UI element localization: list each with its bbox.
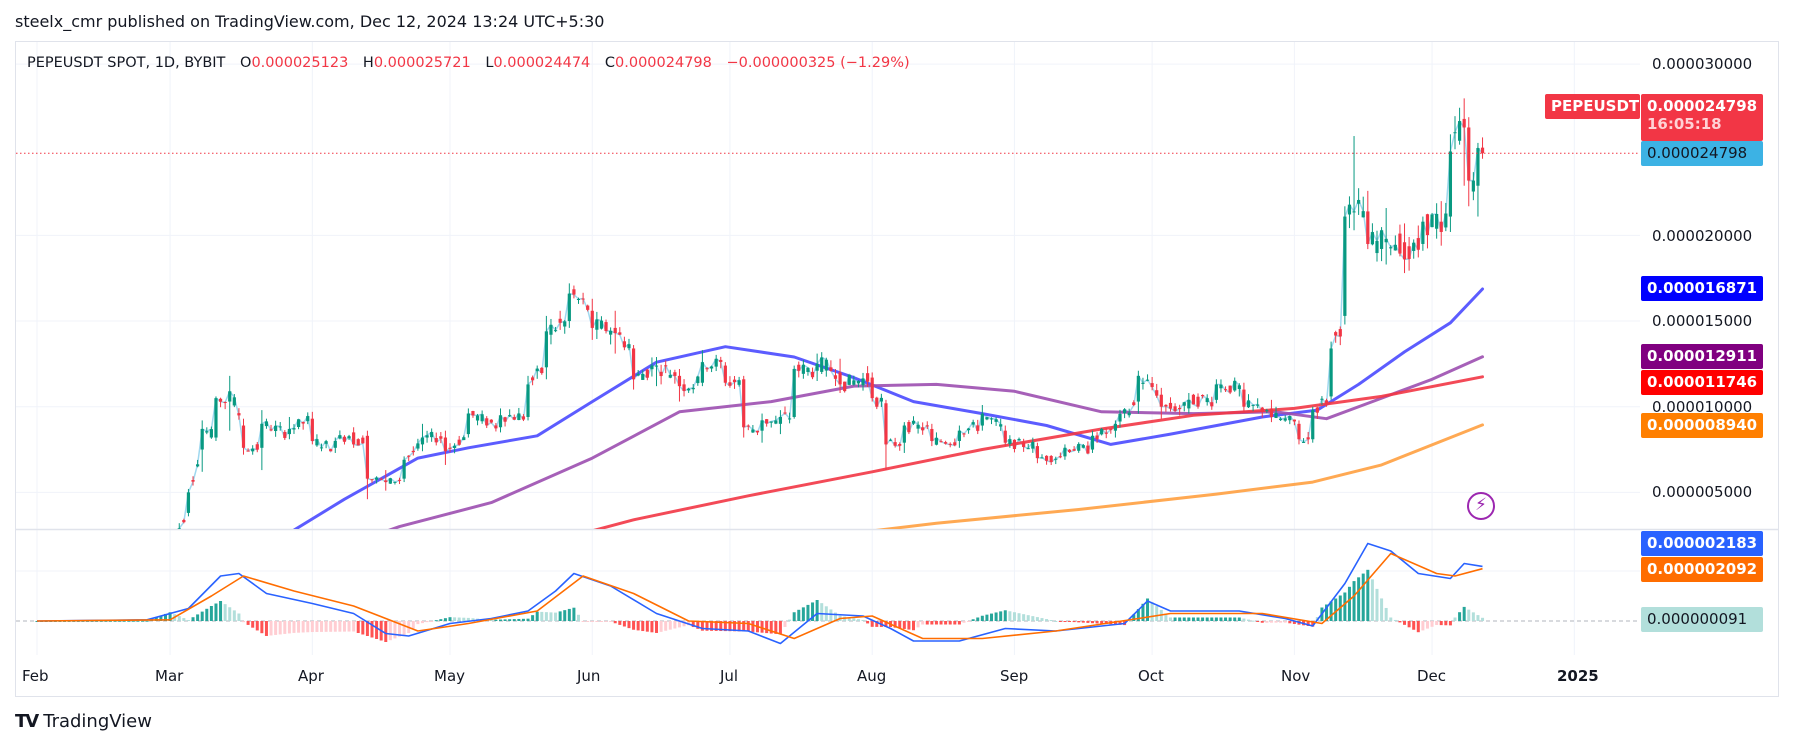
open-key: O [240,55,252,71]
close-value: 0.000024798 [615,55,712,71]
ma-purple-badge: 0.000012911 [1641,344,1763,369]
month-label: May [434,667,466,685]
price-tick: 0.000005000 [1652,483,1753,501]
month-label: Jun [577,667,601,685]
bar-countdown: 16:05:18 [1647,115,1722,133]
price-tick: 0.000010000 [1652,398,1753,416]
close-key: C [604,55,616,71]
ohlc-legend: PEPEUSDT SPOT, 1D, BYBIT O0.000025123 H0… [27,55,920,71]
ma-red-badge: 0.000011746 [1641,370,1763,395]
tradingview-logo-icon: TV [15,711,39,732]
month-label: Feb [22,667,49,685]
low-key: L [485,55,494,71]
high-value: 0.000025721 [373,55,471,71]
month-label: Nov [1281,667,1311,685]
price-tick: 0.000030000 [1652,55,1753,73]
last-price-badge: 0.000024798 16:05:18 [1641,94,1763,141]
month-label: Oct [1138,667,1164,685]
macd-badge: 0.000002183 [1641,531,1763,556]
month-label: Sep [1000,667,1029,685]
price-tick: 0.000020000 [1652,227,1753,245]
footer-brand[interactable]: TV TradingView [15,711,152,732]
ma-blue-badge: 0.000016871 [1641,276,1763,301]
publish-line: steelx_cmr published on TradingView.com,… [15,12,605,31]
symbol-info[interactable]: PEPEUSDT SPOT, 1D, BYBIT [27,55,226,71]
signal-badge: 0.000002092 [1641,557,1763,582]
low-value: 0.000024474 [493,55,591,71]
ma-orange-badge: 0.000008940 [1641,413,1763,438]
month-label: 2025 [1557,667,1599,685]
open-value: 0.000025123 [251,55,349,71]
change-value: −0.000000325 (−1.29%) [726,55,910,71]
month-label: Aug [857,667,887,685]
price-tick: 0.000015000 [1652,312,1753,330]
brand-name: TradingView [43,711,152,732]
lightning-icon[interactable]: ⚡ [1467,492,1495,520]
last-price: 0.000024798 [1647,97,1758,115]
high-key: H [362,55,374,71]
chart-frame [15,41,1779,697]
symbol-badge: PEPEUSDT [1545,94,1640,119]
month-label: Jul [720,667,739,685]
close-line-badge: 0.000024798 [1641,141,1763,166]
month-label: Mar [155,667,184,685]
month-label: Dec [1417,667,1447,685]
histogram-badge: 0.000000091 [1641,607,1763,632]
month-label: Apr [298,667,324,685]
